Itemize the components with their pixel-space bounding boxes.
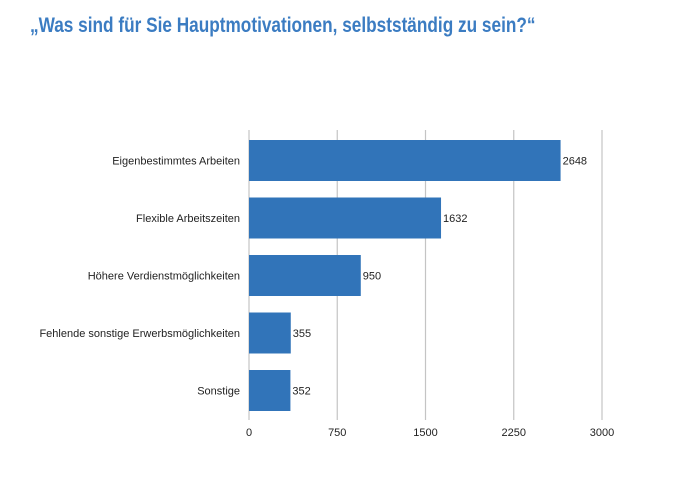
category-label: Fehlende sonstige Erwerbsmöglichkeiten: [39, 328, 240, 340]
bar: [249, 140, 561, 181]
bar: [249, 197, 442, 239]
category-label: Höhere Verdienstmöglichkeiten: [88, 271, 240, 283]
bar: [249, 255, 361, 296]
value-label: 355: [293, 328, 311, 340]
category-label: Flexible Arbeitszeiten: [136, 213, 240, 225]
bar: [249, 312, 291, 354]
x-tick-label: 0: [246, 427, 252, 439]
value-label: 950: [363, 271, 381, 283]
bar: [249, 370, 291, 411]
chart-title: „Was sind für Sie Hauptmotivationen, sel…: [30, 14, 536, 37]
x-tick-label: 1500: [413, 427, 437, 439]
value-label: 1632: [443, 213, 467, 225]
category-label: Eigenbestimmtes Arbeiten: [112, 156, 240, 168]
x-tick-label: 750: [328, 427, 346, 439]
x-tick-label: 2250: [502, 427, 526, 439]
value-label: 2648: [563, 156, 587, 168]
x-tick-label: 3000: [590, 427, 614, 439]
category-label: Sonstige: [197, 386, 240, 398]
value-label: 352: [292, 386, 310, 398]
